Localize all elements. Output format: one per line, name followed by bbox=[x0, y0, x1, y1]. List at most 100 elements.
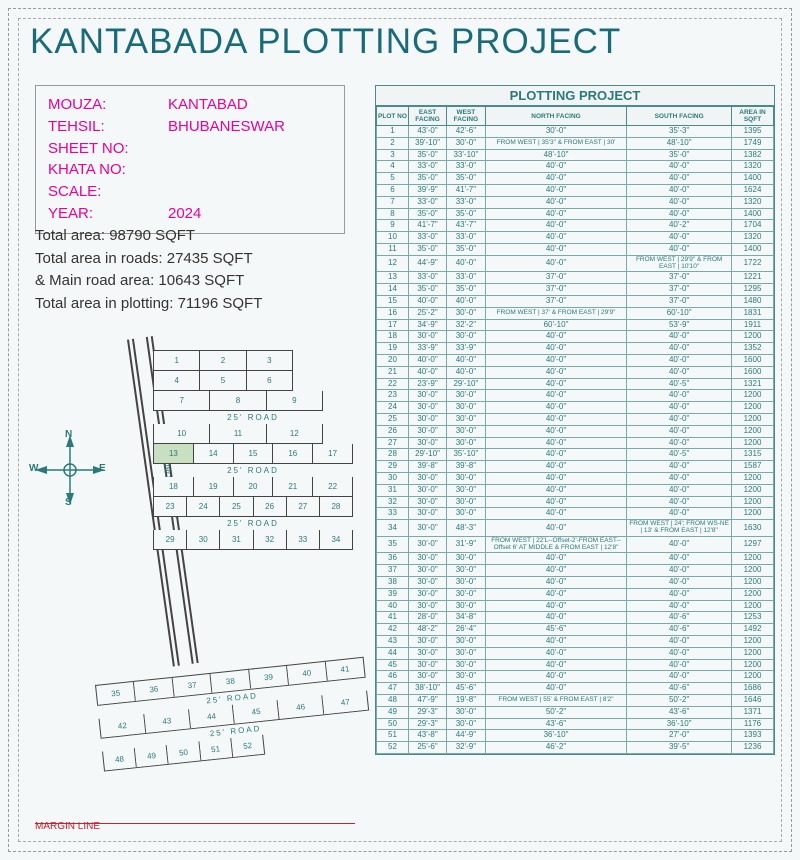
col-north: NORTH FACING bbox=[485, 107, 627, 126]
table-row: 1033'-0"33'-0"40'-0"40'-0"1320 bbox=[377, 232, 774, 244]
table-cell: 1395 bbox=[732, 126, 774, 138]
table-cell: 40'-0" bbox=[627, 425, 732, 437]
table-cell: 33'-0" bbox=[447, 272, 486, 284]
table-row: 3130'-0"30'-0"40'-0"40'-0"1200 bbox=[377, 484, 774, 496]
table-cell: 37'-0" bbox=[627, 295, 732, 307]
table-row: 2829'-10"35'-10"40'-0"40'-5"1315 bbox=[377, 449, 774, 461]
table-cell: 34'-9" bbox=[409, 319, 447, 331]
col-plotno: PLOT NO bbox=[377, 107, 409, 126]
table-cell: 40'-0" bbox=[627, 647, 732, 659]
plotting-table: PLOT NO EAST FACING WEST FACING NORTH FA… bbox=[376, 106, 774, 754]
table-row: 2140'-0"40'-0"40'-0"40'-0"1600 bbox=[377, 366, 774, 378]
year-value: 2024 bbox=[168, 203, 201, 225]
table-cell: 30'-0" bbox=[485, 126, 627, 138]
table-cell: 39'-9" bbox=[409, 184, 447, 196]
table-cell: 26'-4" bbox=[447, 624, 486, 636]
table-cell: 40'-0" bbox=[485, 647, 627, 659]
table-cell: 40'-0" bbox=[485, 437, 627, 449]
table-cell: 30'-0" bbox=[447, 508, 486, 520]
table-cell: 1722 bbox=[732, 255, 774, 272]
table-cell: 40'-0" bbox=[485, 331, 627, 343]
table-cell: 48'-10" bbox=[627, 137, 732, 149]
table-cell: 1400 bbox=[732, 243, 774, 255]
table-cell: 32 bbox=[377, 496, 409, 508]
table-cell: 1704 bbox=[732, 220, 774, 232]
table-cell: 39'-8" bbox=[447, 461, 486, 473]
table-cell: 1200 bbox=[732, 576, 774, 588]
table-cell: 30'-0" bbox=[447, 425, 486, 437]
margin-line-label: MARGIN LINE bbox=[35, 821, 100, 832]
table-cell: 43'-0" bbox=[409, 126, 447, 138]
tehsil-value: BHUBANESWAR bbox=[168, 116, 285, 138]
table-cell: 48'-2" bbox=[409, 624, 447, 636]
table-cell: 49 bbox=[377, 706, 409, 718]
table-cell: 39 bbox=[377, 588, 409, 600]
table-cell: FROM WEST | 35'3" & FROM EAST | 30' bbox=[485, 137, 627, 149]
table-row: 4430'-0"30'-0"40'-0"40'-0"1200 bbox=[377, 647, 774, 659]
table-row: 835'-0"35'-0"40'-0"40'-0"1400 bbox=[377, 208, 774, 220]
table-cell: 35'-0" bbox=[627, 149, 732, 161]
table-cell: 25'-6" bbox=[409, 742, 447, 754]
table-cell: 40'-0" bbox=[485, 635, 627, 647]
table-cell: 1400 bbox=[732, 208, 774, 220]
table-row: 1435'-0"35'-0"37'-0"37'-0"1295 bbox=[377, 284, 774, 296]
table-row: 1244'-9"40'-0"40'-0"FROM WEST | 29'9" & … bbox=[377, 255, 774, 272]
table-cell: 1200 bbox=[732, 331, 774, 343]
table-cell: 36 bbox=[377, 553, 409, 565]
table-cell: 50'-2" bbox=[485, 706, 627, 718]
table-row: 1830'-0"30'-0"40'-0"40'-0"1200 bbox=[377, 331, 774, 343]
table-row: 4630'-0"30'-0"40'-0"40'-0"1200 bbox=[377, 671, 774, 683]
table-cell: FROM WEST | 55' & FROM EAST | 8'2" bbox=[485, 694, 627, 706]
table-cell: 53'-9" bbox=[627, 319, 732, 331]
table-cell: 40'-0" bbox=[485, 390, 627, 402]
table-row: 335'-0"33'-10"48'-10"35'-0"1382 bbox=[377, 149, 774, 161]
table-row: 3430'-0"48'-3"40'-0"FROM WEST | 24'; FRO… bbox=[377, 520, 774, 537]
table-cell: 33'-0" bbox=[409, 161, 447, 173]
table-row: 3030'-0"30'-0"40'-0"40'-0"1200 bbox=[377, 472, 774, 484]
table-cell: 40'-0" bbox=[485, 255, 627, 272]
table-cell: 18 bbox=[377, 331, 409, 343]
table-cell: 30'-0" bbox=[409, 402, 447, 414]
project-info-box: MOUZA:KANTABAD TEHSIL:BHUBANESWAR SHEET … bbox=[35, 85, 345, 234]
table-cell: 1200 bbox=[732, 553, 774, 565]
table-cell: 30'-0" bbox=[447, 706, 486, 718]
table-cell: 1393 bbox=[732, 730, 774, 742]
table-cell: 9 bbox=[377, 220, 409, 232]
tehsil-label: TEHSIL: bbox=[48, 116, 168, 138]
table-cell: 30'-0" bbox=[447, 331, 486, 343]
table-cell: 1200 bbox=[732, 390, 774, 402]
table-cell: 35'-0" bbox=[447, 208, 486, 220]
table-cell: 27 bbox=[377, 437, 409, 449]
table-cell: 30'-0" bbox=[447, 576, 486, 588]
table-cell: 1911 bbox=[732, 319, 774, 331]
table-cell: 24 bbox=[377, 402, 409, 414]
table-cell: 40'-0" bbox=[627, 565, 732, 577]
table-row: 4128'-0"34'-8"40'-0"40'-6"1253 bbox=[377, 612, 774, 624]
table-cell: 30'-0" bbox=[447, 588, 486, 600]
table-cell: 33'-9" bbox=[447, 343, 486, 355]
table-cell: 40'-0" bbox=[485, 343, 627, 355]
table-cell: 51 bbox=[377, 730, 409, 742]
table-cell: 27'-0" bbox=[627, 730, 732, 742]
table-cell: 40'-0" bbox=[447, 255, 486, 272]
table-cell: 40'-0" bbox=[485, 496, 627, 508]
table-cell: 40'-0" bbox=[447, 295, 486, 307]
table-row: 2530'-0"30'-0"40'-0"40'-0"1200 bbox=[377, 413, 774, 425]
table-cell: 40'-0" bbox=[485, 196, 627, 208]
table-cell: 35'-0" bbox=[409, 149, 447, 161]
table-cell: 40'-0" bbox=[485, 232, 627, 244]
mouza-label: MOUZA: bbox=[48, 94, 168, 116]
table-cell: 40'-0" bbox=[409, 295, 447, 307]
table-cell: 4 bbox=[377, 161, 409, 173]
table-cell: 40'-0" bbox=[627, 331, 732, 343]
table-cell: 30'-0" bbox=[409, 588, 447, 600]
table-cell: 40'-0" bbox=[627, 232, 732, 244]
table-row: 1540'-0"40'-0"37'-0"37'-0"1480 bbox=[377, 295, 774, 307]
table-cell: 40'-0" bbox=[485, 553, 627, 565]
table-cell: 35'-0" bbox=[409, 208, 447, 220]
table-cell: 40'-0" bbox=[485, 600, 627, 612]
table-cell: FROM WEST | 29'9" & FROM EAST | 10'10" bbox=[627, 255, 732, 272]
table-row: 4738'-10"45'-6"40'-0"40'-6"1686 bbox=[377, 683, 774, 695]
table-cell: 40'-0" bbox=[627, 366, 732, 378]
table-cell: 33'-10" bbox=[447, 149, 486, 161]
